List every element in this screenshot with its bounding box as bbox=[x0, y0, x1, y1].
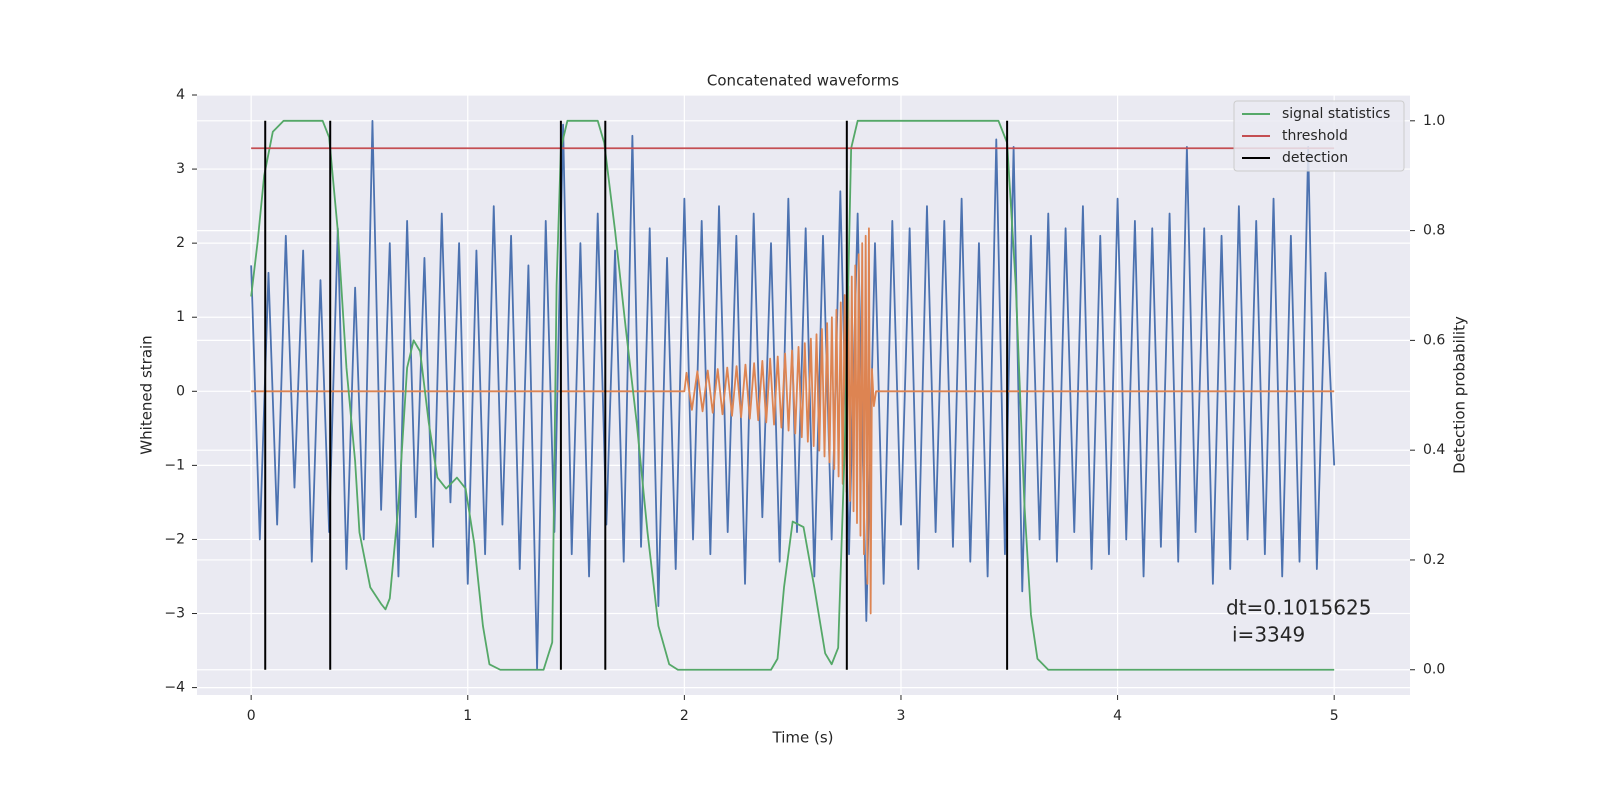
legend-label: detection bbox=[1282, 150, 1348, 166]
y-tick-label: −2 bbox=[164, 531, 185, 547]
y2-tick-label: 1.0 bbox=[1423, 113, 1445, 129]
y2-tick-label: 0.2 bbox=[1423, 552, 1445, 568]
legend: signal statistics threshold detection bbox=[1233, 100, 1405, 172]
series-line bbox=[251, 227, 1335, 615]
x-tick-label: 4 bbox=[1113, 708, 1122, 724]
y-tick-label: 1 bbox=[176, 309, 185, 325]
plot-marks bbox=[250, 119, 1336, 671]
y-tick-label: −3 bbox=[164, 606, 185, 622]
legend-label: signal statistics bbox=[1282, 106, 1390, 122]
y2-tick-label: 0.4 bbox=[1423, 442, 1445, 458]
x-axis-label: Time (s) bbox=[772, 729, 834, 747]
y2-tick-label: 0.0 bbox=[1423, 662, 1445, 678]
legend-label: threshold bbox=[1282, 128, 1348, 144]
y-tick-label: 3 bbox=[176, 161, 185, 177]
y-axis-label: Whitened strain bbox=[138, 335, 156, 454]
annotation: i=3349 bbox=[1232, 623, 1305, 647]
y-tick-label: −1 bbox=[164, 457, 185, 473]
annotation: dt=0.1015625 bbox=[1226, 596, 1371, 620]
series-line bbox=[250, 119, 1335, 671]
x-tick-label: 3 bbox=[897, 708, 906, 724]
x-tick-label: 5 bbox=[1330, 708, 1339, 724]
y-tick-label: 2 bbox=[176, 235, 185, 251]
y-tick-label: −4 bbox=[164, 680, 185, 696]
x-tick-label: 0 bbox=[247, 708, 256, 724]
x-tick-label: 2 bbox=[680, 708, 689, 724]
y-tick-label: 4 bbox=[176, 87, 185, 103]
labels: 0 1 2 3 4 5 −4 −3 −2 −1 0 1 2 3 4 0.0 0.2 0.4 0.6 0.8 1.0 bbox=[164, 87, 1445, 724]
x-tick-label: 1 bbox=[463, 708, 472, 724]
legend-box bbox=[1233, 100, 1405, 172]
y2-tick-label: 0.8 bbox=[1423, 223, 1445, 239]
chart-title: Concatenated waveforms bbox=[707, 72, 899, 90]
y2-axis-label: Detection probability bbox=[1451, 316, 1469, 474]
y2-tick-label: 0.6 bbox=[1423, 332, 1445, 348]
y-tick-label: 0 bbox=[176, 383, 185, 399]
